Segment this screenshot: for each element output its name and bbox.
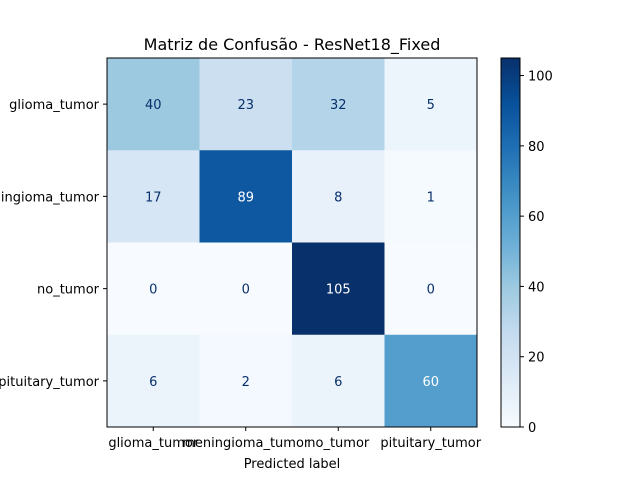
plot-frame (106, 57, 478, 428)
colorbar-tick-label: 60 (528, 210, 545, 225)
heatmap-cell (384, 242, 478, 336)
heatmap-cell (292, 242, 385, 336)
y-tick-label: meningioma_tumor (0, 190, 100, 205)
cell-value-label: 17 (145, 190, 162, 205)
heatmap-cell (292, 58, 385, 151)
chart-title: Matriz de Confusão - ResNet18_Fixed (144, 35, 441, 55)
y-tick-label: no_tumor (37, 283, 100, 298)
heatmap-cell (199, 242, 293, 336)
colorbar-ticks: 0 20 40 60 80 100 (520, 70, 553, 436)
colorbar-tick-label: 100 (528, 70, 553, 85)
colorbar-tick-label: 20 (528, 351, 545, 366)
y-axis-ticks: glioma_tumor meningioma_tumor no_tumorpitu… (0, 98, 107, 390)
cell-value-label: 5 (427, 98, 435, 113)
colorbar (500, 57, 521, 428)
heatmap-cell (199, 58, 293, 151)
heatmap-cell (292, 150, 385, 243)
x-tick-label: glioma_tumor (108, 436, 199, 451)
cell-value-label: 6 (334, 375, 342, 390)
colorbar-tick-label: 80 (528, 140, 545, 155)
colorbar-tick-label: 40 (528, 280, 545, 295)
colorbar-tick-label: 0 (528, 421, 536, 436)
heatmap-cell (384, 150, 478, 243)
heatmap-cell (384, 334, 478, 428)
heatmap-cells: 40 23 32 5 17 89 8 1 0 0 105 0 6 2 6 60 (107, 58, 478, 428)
heatmap-cell (199, 334, 293, 428)
x-tick-label: no_tumor (307, 436, 370, 451)
cell-value-label: 2 (242, 375, 250, 390)
x-tick-label: pituitary_tumor (380, 436, 481, 451)
cell-value-label: 23 (237, 98, 254, 113)
cell-value-label: 6 (149, 375, 157, 390)
x-tick-label: meningioma_tumor (182, 436, 310, 451)
heatmap-cell (107, 242, 200, 336)
heatmap-cell (107, 58, 200, 151)
cell-value-label: 0 (242, 283, 250, 298)
cell-value-label: 40 (145, 98, 162, 113)
cell-value-label: 0 (149, 283, 157, 298)
y-tick-label: glioma_tumor (9, 98, 100, 113)
x-axis-label: Predicted label (244, 457, 341, 472)
heatmap-cell (199, 150, 293, 243)
cell-value-label: 32 (330, 98, 347, 113)
cell-value-label: 105 (326, 283, 351, 298)
cell-value-label: 89 (237, 190, 254, 205)
cell-value-label: 60 (422, 375, 439, 390)
heatmap-cell (384, 58, 478, 151)
cell-value-label: 1 (427, 190, 435, 205)
heatmap-cell (107, 334, 200, 428)
heatmap-cell (292, 334, 385, 428)
cell-value-label: 0 (427, 283, 435, 298)
cell-value-label: 8 (334, 190, 342, 205)
y-tick-label: pituitary_tumor (0, 375, 100, 390)
heatmap-cell (107, 150, 200, 243)
